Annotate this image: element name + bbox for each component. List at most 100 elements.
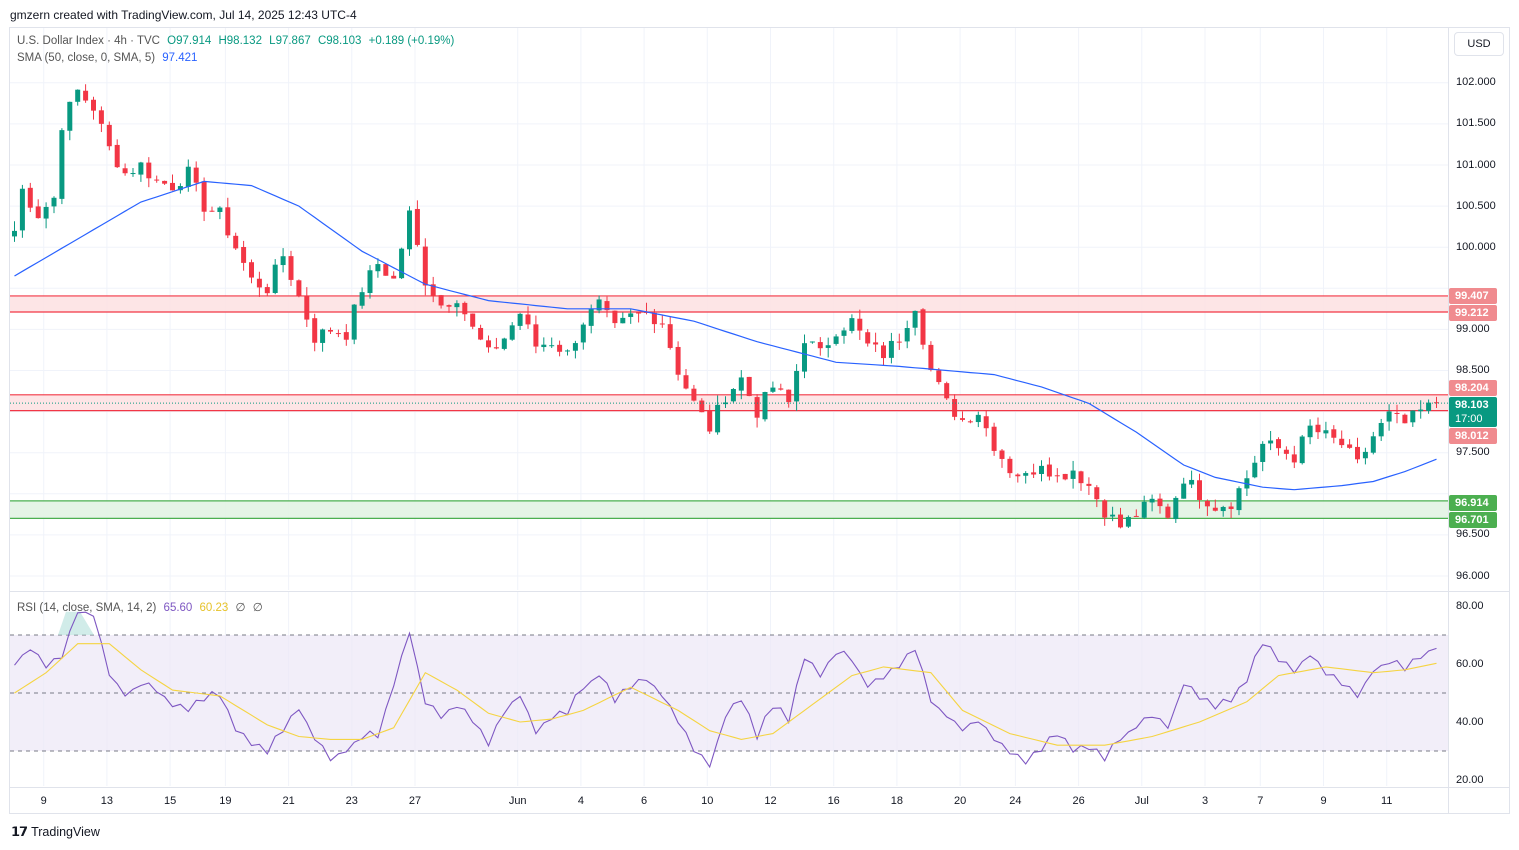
- candle-body: [612, 310, 618, 324]
- candle-body: [920, 309, 926, 345]
- candle-body: [691, 388, 697, 401]
- candle-body: [493, 347, 499, 349]
- open-value: O97.914: [167, 35, 212, 47]
- candle-body: [359, 292, 365, 306]
- candle-body: [746, 376, 752, 397]
- time-axis-label: 6: [641, 795, 648, 807]
- zone-low-top-badge: 96.914: [1449, 495, 1497, 511]
- candle-body: [604, 301, 610, 311]
- sma-label[interactable]: SMA (50, close, 0, SMA, 5): [17, 52, 156, 64]
- candle-body: [1236, 488, 1242, 511]
- candle-body: [367, 270, 373, 294]
- candle-body: [272, 264, 278, 293]
- candle-body: [723, 402, 728, 405]
- candle-body: [944, 383, 950, 399]
- candle-body: [1347, 444, 1353, 448]
- candle-body: [162, 180, 168, 184]
- time-axis-label: Jul: [1134, 795, 1149, 807]
- time-axis-label: 26: [1072, 795, 1085, 807]
- candle-body: [817, 342, 823, 349]
- candle-body: [999, 450, 1005, 459]
- rsi-label[interactable]: RSI (14, close, SMA, 14, 2): [17, 602, 157, 614]
- candle-body: [1426, 402, 1432, 411]
- currency-button[interactable]: USD: [1454, 32, 1504, 56]
- price-axis-label: 98.500: [1456, 364, 1490, 376]
- rsi-ma-line: [14, 643, 1437, 746]
- candle-body: [264, 287, 270, 294]
- candle-body: [486, 340, 491, 348]
- candle-body: [170, 182, 175, 191]
- candle-body: [983, 416, 989, 429]
- candle-body: [138, 162, 144, 175]
- candle-body: [683, 375, 689, 389]
- candle-body: [98, 110, 104, 124]
- candle-body: [667, 324, 673, 348]
- time-axis-label: 10: [701, 795, 714, 807]
- candle-body: [1268, 440, 1274, 444]
- time-axis-label: 24: [1009, 795, 1022, 807]
- candle-body: [738, 377, 744, 391]
- symbol-name[interactable]: U.S. Dollar Index · 4h · TVC: [17, 35, 160, 47]
- candle-body: [233, 235, 239, 249]
- candle-body: [256, 278, 262, 288]
- candle-body: [1023, 473, 1029, 476]
- candle-body: [1015, 474, 1021, 477]
- candle-body: [936, 370, 942, 383]
- candle-body: [1307, 425, 1313, 438]
- candle-body: [588, 309, 594, 326]
- price-axis-label: 99.000: [1456, 322, 1490, 335]
- candle-body: [549, 345, 555, 347]
- rsi-axis-label: 20.00: [1456, 773, 1484, 786]
- candle-body: [928, 344, 934, 370]
- candle-body: [1402, 414, 1408, 424]
- chart-frame: [9, 27, 1510, 814]
- tradingview-logo[interactable]: 𝟭𝟳 TradingView: [11, 824, 100, 840]
- candle-body: [1141, 501, 1147, 518]
- price-axis-label: 100.000: [1456, 240, 1496, 253]
- rsi-extra-1: ∅: [235, 602, 246, 614]
- candle-body: [304, 296, 310, 320]
- zone-upper-top-badge: 99.407: [1449, 288, 1497, 304]
- zone-upper-bottom-badge: 99.212: [1449, 305, 1497, 321]
- candle-body: [628, 313, 634, 317]
- candle-body: [1054, 475, 1060, 477]
- candle-body: [185, 166, 191, 187]
- candle-body: [865, 332, 871, 344]
- candle-body: [1362, 451, 1368, 459]
- price-axis-label: 97.500: [1456, 446, 1490, 459]
- candle-body: [59, 130, 65, 199]
- candle-body: [620, 317, 626, 324]
- last-price-badge: 98.103: [1449, 397, 1497, 413]
- time-axis-label: 11: [1380, 795, 1393, 807]
- price-axis-label: 101.500: [1456, 117, 1496, 130]
- candle-body: [43, 206, 49, 219]
- tradingview-icon: 𝟭𝟳: [11, 824, 28, 839]
- candle-body: [1078, 471, 1084, 484]
- candle-body: [1094, 487, 1100, 500]
- candle-body: [470, 313, 476, 327]
- candle-body: [904, 328, 910, 342]
- candle-body: [509, 325, 515, 340]
- candle-body: [786, 389, 792, 403]
- resistance-zone: [10, 295, 1448, 312]
- rsi-axis-label: 40.00: [1456, 715, 1484, 728]
- time-axis-label: 21: [282, 795, 295, 807]
- candle-body: [1157, 498, 1163, 507]
- candle-body: [841, 330, 847, 336]
- candle-body: [1046, 464, 1052, 477]
- time-axis-label: 7: [1257, 795, 1264, 807]
- candle-body: [177, 186, 183, 191]
- candle-body: [715, 404, 721, 433]
- candle-body: [651, 312, 657, 325]
- candle-body: [1378, 422, 1384, 437]
- candle-body: [462, 302, 468, 315]
- candle-body: [328, 329, 333, 332]
- candle-body: [1086, 483, 1092, 486]
- candle-body: [375, 264, 381, 272]
- candle-body: [1204, 500, 1210, 507]
- pane-separator[interactable]: [9, 591, 1510, 592]
- candle-body: [533, 324, 539, 347]
- candle-body: [478, 327, 484, 340]
- candle-body: [802, 343, 807, 372]
